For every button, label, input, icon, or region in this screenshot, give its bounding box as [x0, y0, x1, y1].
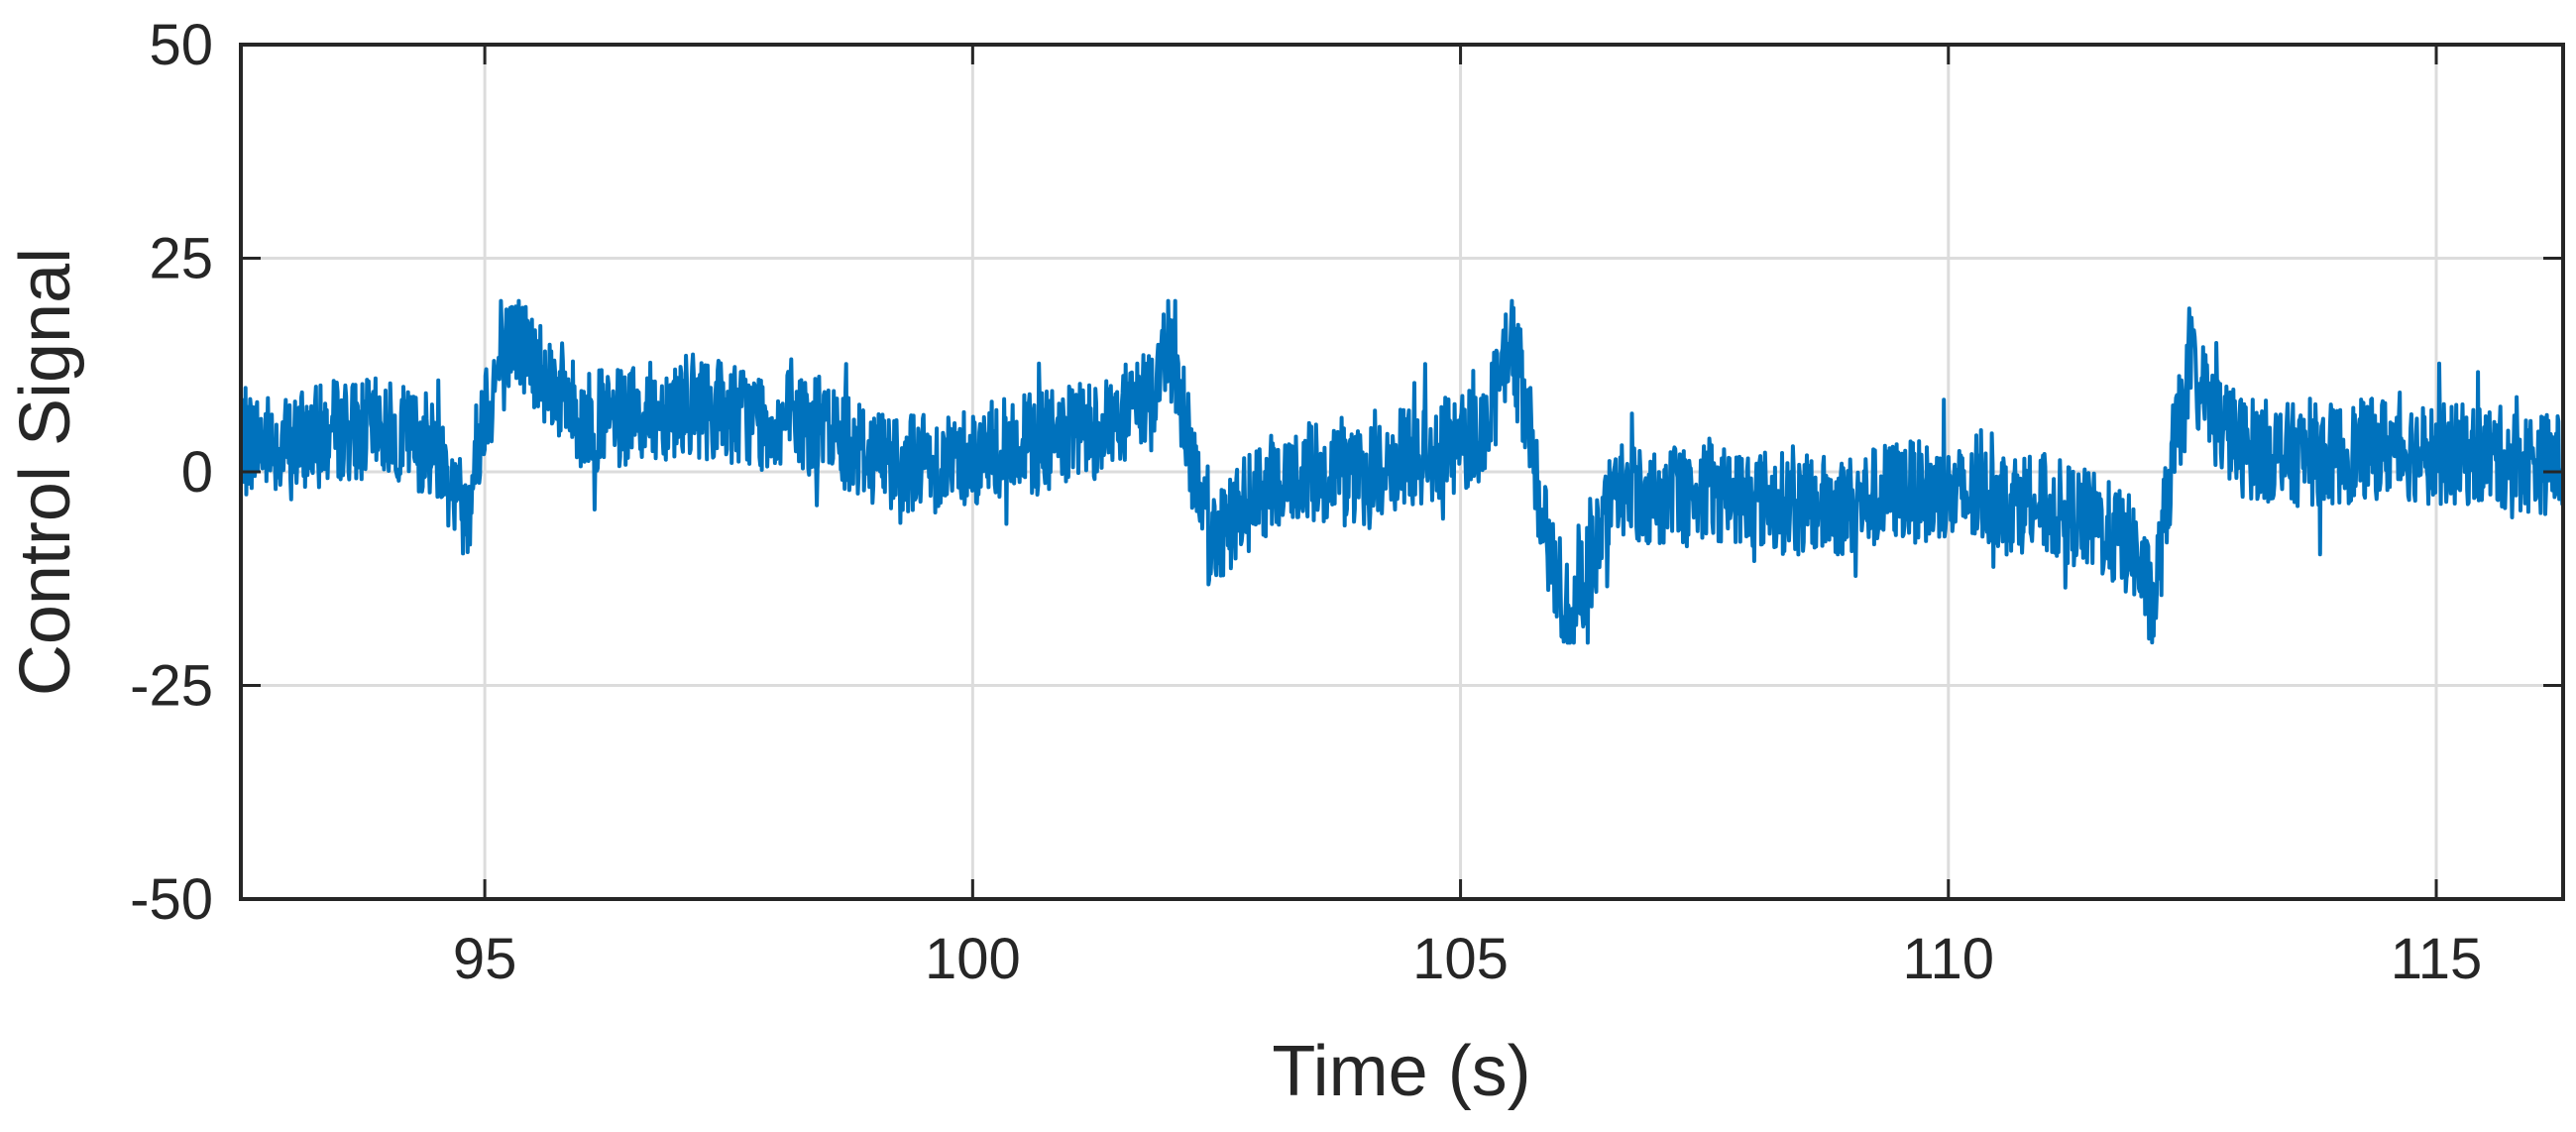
x-tick-label: 110: [1903, 927, 1994, 991]
y-tick-label: -25: [130, 654, 213, 719]
x-tick-label: 100: [925, 927, 1021, 991]
y-tick-label: -50: [130, 867, 213, 932]
series-line: [239, 298, 2565, 645]
x-tick-label: 115: [2391, 927, 2482, 991]
x-axis: 95 100 105 110 115: [453, 45, 2482, 991]
y-tick-label: 0: [181, 440, 213, 505]
x-tick-label: 105: [1412, 927, 1509, 991]
y-axis-title: Control Signal: [6, 248, 85, 696]
x-tick-label: 95: [453, 927, 517, 991]
y-tick-label: 25: [149, 227, 213, 291]
x-axis-title: Time (s): [1272, 1032, 1530, 1111]
y-tick-label: 50: [149, 13, 213, 77]
y-axis: -50 -25 0 25 50: [130, 13, 2563, 932]
